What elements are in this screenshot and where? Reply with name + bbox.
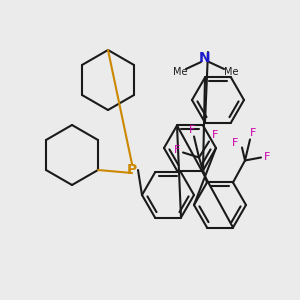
Text: F: F bbox=[232, 139, 238, 148]
Text: F: F bbox=[264, 152, 270, 163]
Text: F: F bbox=[174, 146, 180, 155]
Text: F: F bbox=[189, 125, 195, 136]
Text: Me: Me bbox=[173, 67, 187, 77]
Text: Me: Me bbox=[224, 67, 238, 77]
Text: P: P bbox=[127, 163, 137, 177]
Text: N: N bbox=[199, 51, 211, 65]
Text: F: F bbox=[250, 128, 256, 139]
Text: F: F bbox=[212, 130, 218, 140]
